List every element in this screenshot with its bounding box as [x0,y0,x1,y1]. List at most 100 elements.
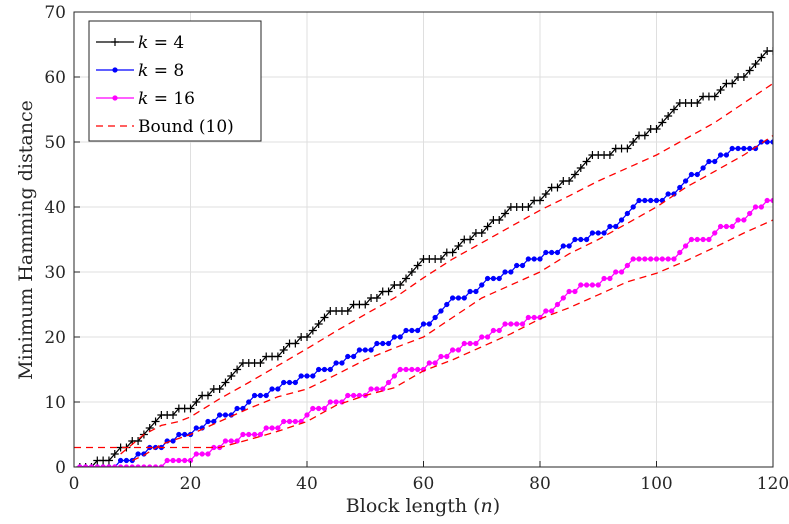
data-point [303,333,311,341]
data-point [541,190,550,198]
data-point [385,340,392,347]
data-point [741,217,747,223]
data-point [449,295,456,301]
data-point [572,236,578,243]
x-tick-label: 120 [757,474,789,494]
data-point [246,431,252,438]
data-point [554,249,561,256]
data-point [549,308,555,314]
data-point [688,171,695,178]
data-point [409,327,415,334]
data-point [490,275,497,282]
data-point [88,464,95,467]
data-point [501,209,510,218]
data-point [578,236,584,243]
data-point [176,457,182,464]
data-point [543,249,549,256]
data-point [222,438,229,444]
data-point [618,269,625,275]
x-tick-label: 40 [296,474,318,494]
data-point [677,184,683,191]
data-point [279,346,288,354]
data-point [186,404,195,413]
data-point [723,223,730,230]
data-point [694,236,700,243]
legend: k = 4 k = 8 k = 16 Bound (10) [88,20,262,142]
data-point [642,256,648,262]
data-point [361,300,370,309]
data-point [87,463,96,467]
data-point [192,398,201,406]
data-point [694,171,700,178]
x-axis-title: Block length (n) [346,495,500,517]
data-point [461,340,467,347]
data-point [233,365,242,374]
data-point [182,457,188,464]
data-point [402,274,411,283]
data-point [291,339,300,348]
data-point [682,243,689,249]
data-point [234,438,240,444]
data-point [677,249,683,256]
data-point [321,405,328,412]
data-point [455,347,462,353]
data-point [467,288,473,295]
legend-item-k-16: k = 16 [96,89,195,109]
data-point [281,379,287,386]
data-point [449,347,456,353]
data-point [607,223,613,230]
data-point [281,418,287,425]
data-point [484,334,491,340]
data-point [135,464,141,467]
data-point [496,275,502,282]
data-point [553,183,562,192]
data-point [339,360,345,366]
data-point [426,360,432,366]
data-point [158,464,165,467]
data-point [566,243,572,249]
data-point [286,379,293,386]
data-point [251,392,258,399]
data-point [572,288,578,295]
data-point [117,457,124,464]
data-point [448,248,457,257]
data-point [327,366,333,373]
data-point [350,392,357,399]
data-point [345,353,351,360]
data-point [583,236,590,243]
data-point [514,321,520,327]
y-tick-label: 0 [55,458,66,478]
y-tick-label: 60 [44,68,66,88]
data-point [613,269,619,275]
legend-label: k = 8 [138,61,184,81]
data-point [234,405,240,412]
x-tick-label: 20 [180,474,202,494]
data-point [134,437,143,445]
data-point [525,256,531,262]
data-point [391,334,398,340]
data-point [648,256,654,262]
data-point [640,131,649,140]
y-tick-label: 30 [44,263,66,283]
data-point [152,464,159,467]
data-point [729,223,735,230]
data-point [345,392,351,399]
y-tick-label: 10 [44,393,66,413]
data-point [700,236,706,243]
data-point [193,451,199,457]
data-point [193,425,199,431]
data-point [75,463,84,467]
data-point [669,105,678,114]
data-point [728,79,737,88]
data-point [466,235,475,244]
data-point [432,314,438,321]
legend-marker [111,38,119,46]
data-point [310,373,316,379]
data-point [263,392,269,399]
data-point [595,282,601,288]
data-point [706,158,712,165]
data-point [106,464,112,467]
data-point [397,334,403,340]
data-point [565,177,574,185]
data-point [385,379,392,386]
